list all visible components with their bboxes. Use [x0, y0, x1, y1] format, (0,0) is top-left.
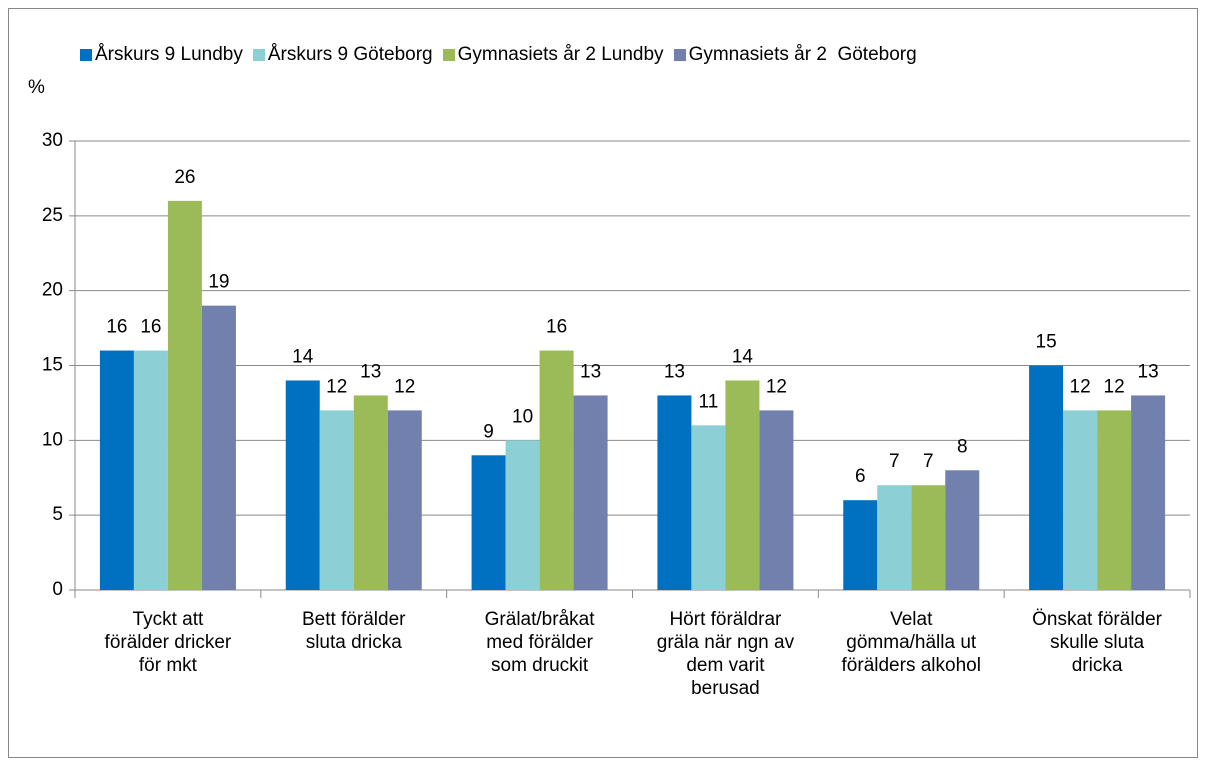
bar: [573, 395, 608, 590]
bar: [471, 455, 506, 590]
bar: [691, 425, 726, 590]
bar: [725, 380, 760, 590]
value-label: 19: [208, 272, 229, 293]
value-label: 13: [360, 361, 381, 382]
value-label: 7: [923, 451, 934, 472]
legend-swatch: [442, 49, 455, 61]
value-label: 14: [732, 346, 754, 367]
bar: [1063, 410, 1098, 590]
y-tick-label: 20: [42, 280, 63, 301]
legend: Årskurs 9 Lundby Årskurs 9 Göteborg Gymnas…: [80, 44, 917, 66]
value-label: 13: [580, 361, 601, 382]
legend-label: Gymnasiets år 2 Göteborg: [688, 44, 917, 65]
value-label: 26: [174, 167, 195, 188]
y-tick-label: 25: [42, 205, 63, 226]
bar: [1097, 410, 1132, 590]
bar: [945, 470, 980, 590]
value-label: 6: [855, 466, 866, 487]
bar: [133, 350, 168, 590]
x-tick-label: Grälat/bråkat med förälder som druckit: [484, 609, 595, 676]
y-axis-label: %: [28, 77, 45, 98]
y-tick-label: 5: [52, 504, 63, 525]
bar: [201, 305, 236, 590]
y-tick-label: 10: [42, 429, 63, 450]
value-label: 16: [546, 317, 567, 338]
value-label: 10: [512, 406, 533, 427]
bar: [911, 485, 946, 590]
y-tick-label: 0: [52, 579, 63, 600]
bar: [319, 410, 354, 590]
bar: [539, 350, 574, 590]
value-label: 12: [1070, 376, 1091, 397]
bar: [387, 410, 422, 590]
bar: [1029, 365, 1064, 590]
legend-label: Årskurs 9 Göteborg: [267, 44, 433, 65]
value-label: 16: [140, 317, 161, 338]
value-label: 14: [292, 346, 314, 367]
value-label: 12: [326, 376, 347, 397]
legend-label: Gymnasiets år 2 Lundby: [457, 44, 664, 65]
value-label: 12: [766, 376, 787, 397]
value-label: 16: [106, 317, 127, 338]
bar: [657, 395, 692, 590]
legend-swatch: [673, 49, 686, 61]
value-label: 7: [889, 451, 900, 472]
y-tick-label: 30: [42, 130, 63, 151]
legend-swatch: [252, 49, 265, 61]
bar: [99, 350, 134, 590]
x-tick-label: Önskat förälder skulle sluta dricka: [1032, 609, 1163, 676]
bar: [1131, 395, 1166, 590]
legend-label: Årskurs 9 Lundby: [95, 44, 243, 65]
value-label: 15: [1036, 332, 1057, 353]
legend-item: Årskurs 9 Göteborg: [252, 44, 433, 66]
y-tick-label: 15: [42, 355, 63, 376]
x-tick-label: Bett förälder sluta dricka: [301, 609, 406, 653]
value-label: 12: [394, 376, 415, 397]
bar: [285, 380, 320, 590]
legend-item: Årskurs 9 Lundby: [80, 44, 243, 66]
x-tick-label: Velat gömma/hälla ut förälders alkohol: [841, 609, 981, 676]
legend-item: Gymnasiets år 2 Lundby: [442, 44, 664, 66]
bar: [353, 395, 388, 590]
x-tick-label: Hört föräldrar gräla när ngn av dem vari…: [656, 609, 795, 699]
legend-swatch: [80, 49, 92, 61]
chart-border: [8, 8, 1198, 758]
bar: [505, 440, 540, 590]
bar: [759, 410, 794, 590]
value-label: 11: [699, 391, 719, 412]
x-tick-label: Tyckt att förälder dricker för mkt: [104, 609, 232, 676]
value-label: 8: [957, 436, 968, 457]
bar: [167, 200, 202, 590]
value-label: 13: [664, 361, 685, 382]
legend-item: Gymnasiets år 2 Göteborg: [673, 44, 917, 66]
value-label: 12: [1104, 376, 1125, 397]
value-label: 9: [483, 421, 494, 442]
bar: [877, 485, 912, 590]
bar: [843, 500, 878, 590]
value-label: 13: [1138, 361, 1159, 382]
